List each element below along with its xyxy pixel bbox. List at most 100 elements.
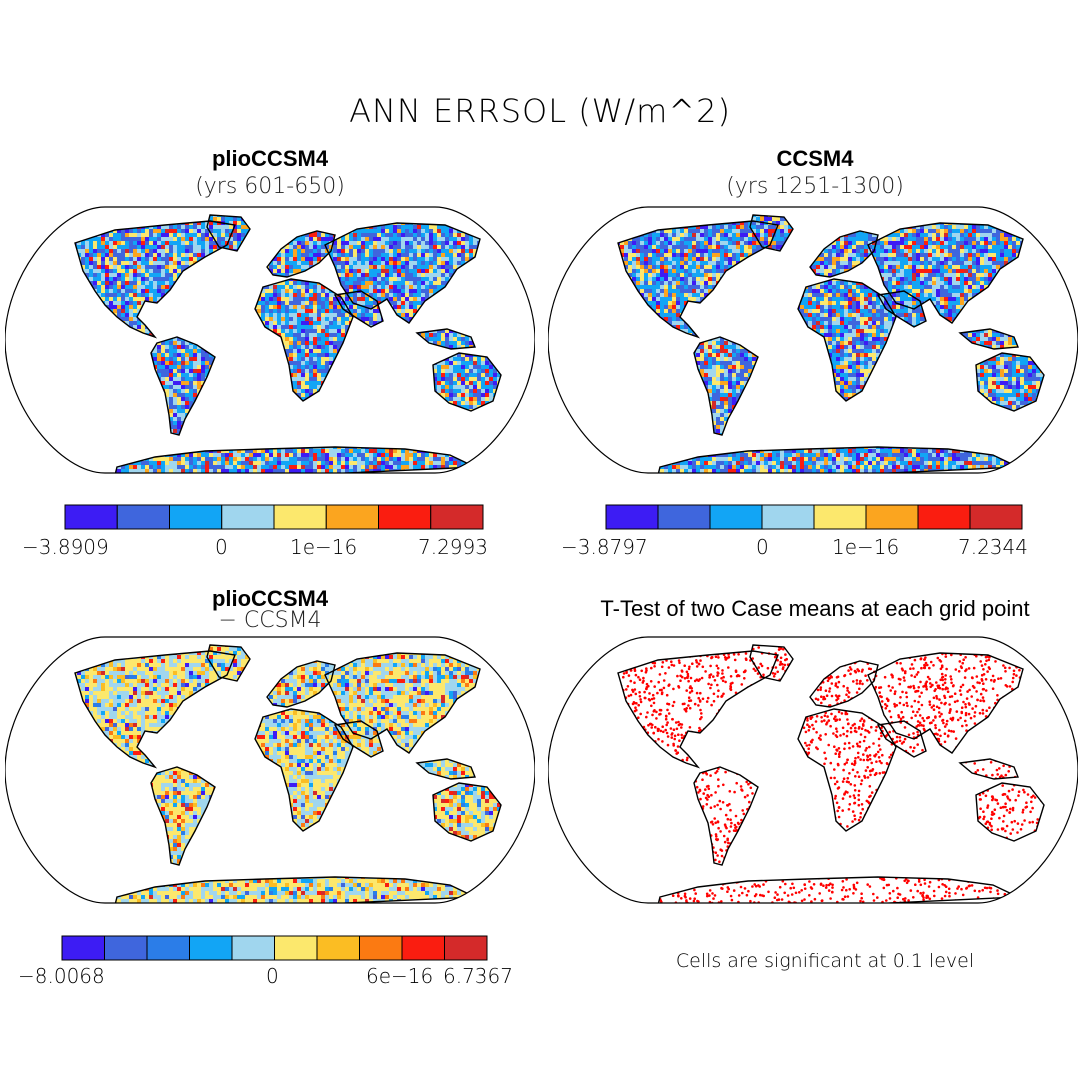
grid-cell [473,297,477,301]
grid-cell [341,321,345,325]
grid-cell [209,325,213,329]
grid-cell [289,289,293,293]
grid-cell [85,321,89,325]
grid-cell [81,261,85,265]
grid-cell [41,337,45,341]
grid-cell [389,277,393,281]
grid-cell [141,241,145,245]
grid-cell [521,333,525,337]
grid-cell [517,261,521,265]
grid-cell [9,277,13,281]
grid-cell [313,277,317,281]
grid-cell [437,297,441,301]
grid-cell [401,321,405,325]
grid-cell [421,313,425,317]
grid-cell [493,225,497,229]
grid-cell [185,241,189,245]
grid-cell [85,229,89,233]
grid-cell [497,261,501,265]
grid-cell [513,289,517,293]
grid-cell [169,293,173,297]
grid-cell [517,325,521,329]
grid-cell [89,321,93,325]
grid-cell [365,297,369,301]
grid-cell [473,277,477,281]
grid-cell [353,215,357,217]
grid-cell [101,253,105,257]
grid-cell [489,329,493,333]
grid-cell [517,289,521,293]
grid-cell [457,241,461,245]
grid-cell [241,215,245,217]
grid-cell [81,337,85,341]
grid-cell [457,281,461,285]
grid-cell [153,329,157,333]
grid-cell [113,229,117,233]
grid-cell [321,313,325,317]
grid-cell [425,317,429,321]
grid-cell [441,321,445,325]
grid-cell [113,349,117,353]
grid-cell [205,297,209,301]
grid-cell [125,293,129,297]
grid-cell [385,229,389,233]
grid-cell [533,205,535,209]
grid-cell [81,229,85,233]
grid-cell [469,249,473,253]
grid-cell [369,217,373,221]
grid-cell [409,245,413,249]
grid-cell [289,349,293,353]
grid-cell [49,301,53,305]
grid-cell [5,233,9,237]
grid-cell [429,305,433,309]
grid-cell [13,313,17,317]
grid-cell [461,301,465,305]
grid-cell [385,341,389,345]
grid-cell [137,285,141,289]
grid-cell [485,253,489,257]
grid-cell [177,273,181,277]
grid-cell [349,257,353,261]
grid-cell [49,213,53,217]
grid-cell [253,341,257,345]
grid-cell [109,349,113,353]
grid-cell [157,349,161,353]
grid-cell [321,325,325,329]
grid-cell [37,209,41,213]
grid-cell [345,345,349,349]
grid-cell [117,313,121,317]
grid-cell [197,237,201,241]
grid-cell [377,245,381,249]
grid-cell [469,269,473,273]
grid-cell [485,293,489,297]
grid-cell [185,317,189,321]
grid-cell [297,345,301,349]
grid-cell [213,261,217,265]
grid-cell [125,221,129,225]
grid-cell [237,293,241,297]
grid-cell [261,221,265,225]
grid-cell [337,229,341,233]
grid-cell [469,313,473,317]
grid-cell [485,313,489,317]
grid-cell [465,277,469,281]
grid-cell [53,341,57,345]
grid-cell [249,329,253,333]
grid-cell [65,273,69,277]
grid-cell [193,309,197,313]
grid-cell [409,257,413,261]
grid-cell [61,313,65,317]
grid-cell [341,221,345,225]
grid-cell [25,221,29,225]
grid-cell [325,265,329,269]
grid-cell [329,233,333,237]
grid-cell [65,285,69,289]
grid-cell [521,249,525,253]
grid-cell [45,277,49,281]
grid-cell [205,261,209,265]
grid-cell [101,345,105,349]
grid-cell [365,221,369,225]
grid-cell [273,293,277,297]
grid-cell [409,273,413,277]
grid-cell [509,333,513,337]
